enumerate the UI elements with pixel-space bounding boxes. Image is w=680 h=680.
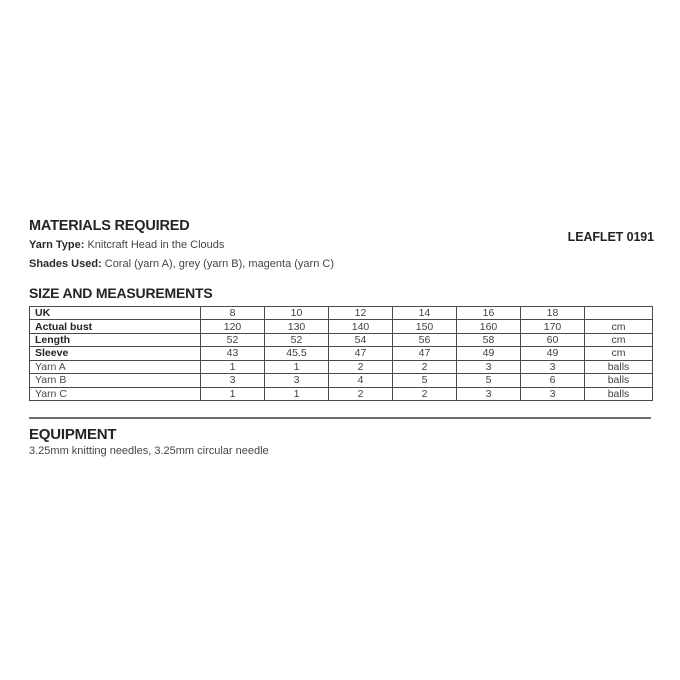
shades-used-label: Shades Used: [29, 258, 102, 270]
value-cell: 49 [456, 346, 521, 361]
yarn-type-value: Knitcraft Head in the Clouds [87, 239, 225, 251]
row-label: Yarn A [29, 359, 201, 375]
equipment-text: 3.25mm knitting needles, 3.25mm circular… [29, 445, 269, 457]
unit-cell: balls [584, 373, 653, 388]
row-label: UK [29, 305, 201, 321]
value-cell: 14 [392, 305, 457, 321]
value-cell: 1 [200, 359, 265, 375]
value-cell: 45.5 [264, 346, 329, 361]
value-cell: 18 [520, 305, 585, 321]
unit-cell: cm [584, 332, 653, 348]
row-label: Yarn C [29, 386, 201, 402]
value-cell: 16 [456, 305, 521, 321]
value-cell: 12 [328, 305, 393, 321]
value-cell: 160 [456, 319, 521, 334]
value-cell: 52 [200, 332, 265, 348]
value-cell: 170 [520, 319, 585, 334]
row-label: Length [29, 332, 201, 348]
table-row: Length 52 52 54 56 58 60 cm [29, 332, 653, 348]
table-row: Actual bust 120 130 140 150 160 170 cm [29, 319, 653, 334]
value-cell: 1 [264, 386, 329, 402]
materials-required-heading: MATERIALS REQUIRED [29, 218, 190, 234]
value-cell: 4 [328, 373, 393, 388]
table-row: Sleeve 43 45.5 47 47 49 49 cm [29, 346, 653, 361]
value-cell: 1 [264, 359, 329, 375]
value-cell: 60 [520, 332, 585, 348]
value-cell: 3 [456, 386, 521, 402]
value-cell: 3 [200, 373, 265, 388]
value-cell: 47 [328, 346, 393, 361]
value-cell: 54 [328, 332, 393, 348]
value-cell: 130 [264, 319, 329, 334]
table-row: Yarn A 1 1 2 2 3 3 balls [29, 359, 653, 375]
yarn-type-label: Yarn Type: [29, 239, 85, 251]
value-cell: 5 [392, 373, 457, 388]
unit-cell: cm [584, 319, 653, 334]
value-cell: 120 [200, 319, 265, 334]
value-cell: 1 [200, 386, 265, 402]
size-table-body: UK 8 10 12 14 16 18 Actual bust 120 130 140 150 160 1… [29, 305, 653, 402]
value-cell: 3 [264, 373, 329, 388]
value-cell: 140 [328, 319, 393, 334]
value-cell: 43 [200, 346, 265, 361]
section-divider [29, 417, 651, 419]
value-cell: 2 [328, 359, 393, 375]
unit-cell: cm [584, 346, 653, 361]
value-cell: 2 [328, 386, 393, 402]
value-cell: 49 [520, 346, 585, 361]
equipment-heading: EQUIPMENT [29, 426, 117, 443]
shades-used-line: Shades Used: Coral (yarn A), grey (yarn B… [29, 258, 334, 270]
value-cell: 150 [392, 319, 457, 334]
unit-cell: balls [584, 386, 653, 402]
size-measurements-table: UK 8 10 12 14 16 18 Actual bust 120 130 140 150 160 1… [29, 305, 653, 402]
value-cell: 10 [264, 305, 329, 321]
leaflet-number: LEAFLET 0191 [567, 230, 654, 244]
value-cell: 58 [456, 332, 521, 348]
row-label: Actual bust [29, 319, 201, 334]
value-cell: 2 [392, 359, 457, 375]
value-cell: 47 [392, 346, 457, 361]
value-cell: 5 [456, 373, 521, 388]
value-cell: 3 [520, 386, 585, 402]
unit-cell [584, 305, 653, 321]
table-row: Yarn B 3 3 4 5 5 6 balls [29, 373, 653, 388]
shades-used-value: Coral (yarn A), grey (yarn B), magenta (… [104, 258, 334, 270]
value-cell: 6 [520, 373, 585, 388]
row-label: Yarn B [29, 373, 201, 388]
value-cell: 52 [264, 332, 329, 348]
table-row: UK 8 10 12 14 16 18 [29, 305, 653, 321]
value-cell: 3 [456, 359, 521, 375]
unit-cell: balls [584, 359, 653, 375]
value-cell: 8 [200, 305, 265, 321]
row-label: Sleeve [29, 346, 201, 361]
size-measurements-heading: SIZE AND MEASUREMENTS [29, 285, 213, 301]
value-cell: 2 [392, 386, 457, 402]
yarn-type-line: Yarn Type: Knitcraft Head in the Clouds [29, 239, 224, 251]
value-cell: 3 [520, 359, 585, 375]
table-row: Yarn C 1 1 2 2 3 3 balls [29, 386, 653, 402]
value-cell: 56 [392, 332, 457, 348]
